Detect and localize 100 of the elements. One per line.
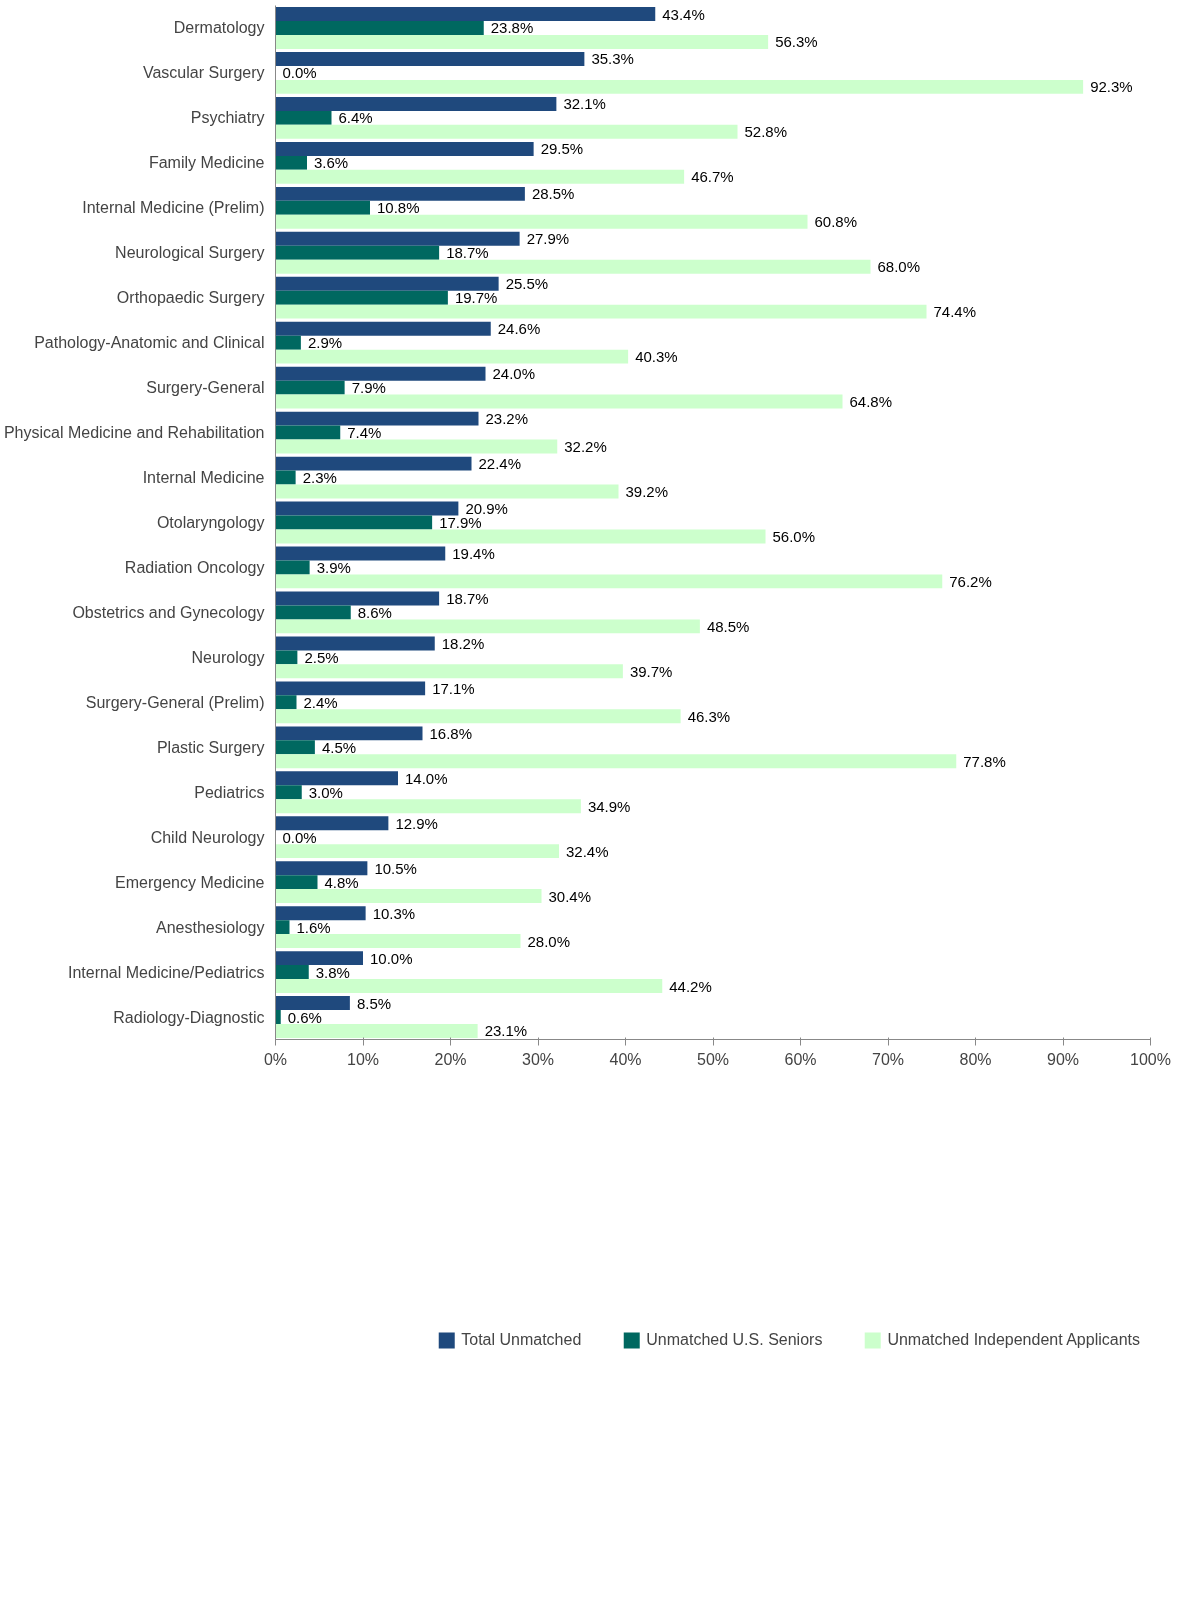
bar [275,754,957,769]
data-label: 30.4% [548,887,592,905]
bar [275,169,685,184]
bar [275,861,368,876]
data-label: 39.2% [625,482,669,500]
bar [275,155,307,170]
data-label: 19.7% [454,289,498,307]
data-label: 17.1% [432,679,475,697]
data-label: 2.4% [303,693,338,711]
bar [275,200,370,215]
data-label: 27.9% [526,230,570,248]
data-label: 32.2% [564,438,607,456]
data-label: 10.0% [370,949,413,967]
data-label: 24.0% [492,365,536,383]
bar [275,664,623,679]
bar [275,799,581,814]
x-tick-label: 100% [1130,1050,1171,1068]
y-tick-label: Radiation Oncology [124,558,265,576]
data-label: 43.4% [662,5,705,23]
bar [275,740,315,755]
data-label: 23.1% [484,1022,528,1040]
bar [275,529,766,544]
data-label: 60.8% [814,213,858,231]
bar [275,110,332,125]
bar [275,546,446,561]
bar [275,214,808,229]
bar [275,515,433,530]
data-label: 10.3% [372,904,416,922]
bar [275,335,301,350]
bar [275,366,486,381]
bar [275,411,479,426]
data-label: 56.0% [772,527,816,545]
bar [275,560,310,575]
data-label: 7.4% [347,424,382,442]
data-label: 32.4% [566,842,609,860]
y-tick-label: Psychiatry [190,109,265,127]
x-tick-label: 40% [609,1050,642,1068]
y-tick-label: Neurological Surgery [115,244,265,262]
bar [275,394,843,409]
bar [275,785,302,800]
bar [275,304,927,319]
bar [275,650,298,665]
x-tick-label: 50% [696,1050,730,1068]
legend-label: Unmatched U.S. Seniors [646,1331,823,1349]
bar [275,231,520,246]
y-tick-label: Pediatrics [194,783,265,801]
data-label: 0.0% [282,64,317,82]
data-label: 77.8% [963,752,1006,770]
data-label: 46.7% [691,168,734,186]
data-label: 2.9% [307,334,343,352]
bar [275,501,459,516]
data-label: 48.5% [706,617,750,635]
data-label: 8.6% [357,603,392,621]
data-label: 23.2% [485,410,529,428]
bar [275,605,351,620]
data-label: 3.0% [308,783,343,801]
bar [275,456,472,471]
y-tick-label: Internal Medicine (Prelim) [82,199,265,217]
bar [275,349,629,364]
bar [275,726,423,741]
x-tick-label: 30% [521,1050,555,1068]
data-label: 7.9% [351,379,386,397]
data-label: 2.3% [302,469,337,487]
data-label: 3.6% [314,154,349,172]
y-tick-label: Physical Medicine and Rehabilitation [3,424,265,442]
bar [275,425,341,440]
data-label: 40.3% [635,348,678,366]
bar [275,124,738,139]
bar [275,186,525,201]
bar [275,951,363,966]
y-tick-label: Plastic Surgery [156,738,265,756]
data-label: 1.6% [296,918,331,936]
bar [275,636,435,651]
bar [275,920,290,935]
data-label: 18.7% [446,589,489,607]
y-tick-label: Dermatology [173,19,265,37]
bar [275,34,769,49]
data-label: 10.5% [374,859,417,877]
bar [275,484,619,499]
y-tick-label: Pathology-Anatomic and Clinical [34,334,265,352]
y-tick-label: Emergency Medicine [115,873,265,891]
data-label: 22.4% [478,455,522,473]
data-label: 4.8% [324,873,359,891]
data-label: 18.7% [446,244,489,262]
bar [275,21,484,35]
bar [275,380,345,395]
bar [275,771,398,786]
bar [275,889,542,904]
data-label: 8.5% [356,994,392,1012]
data-label: 0.0% [282,828,317,846]
bar [275,591,440,606]
bar [275,965,309,980]
data-label: 92.3% [1090,78,1133,96]
data-label: 68.0% [877,258,921,276]
legend-label: Total Unmatched [461,1331,582,1349]
data-label: 32.1% [563,95,606,113]
bar [275,875,318,890]
bar [275,141,534,156]
x-tick-label: 60% [784,1050,817,1068]
data-label: 39.7% [629,662,673,680]
